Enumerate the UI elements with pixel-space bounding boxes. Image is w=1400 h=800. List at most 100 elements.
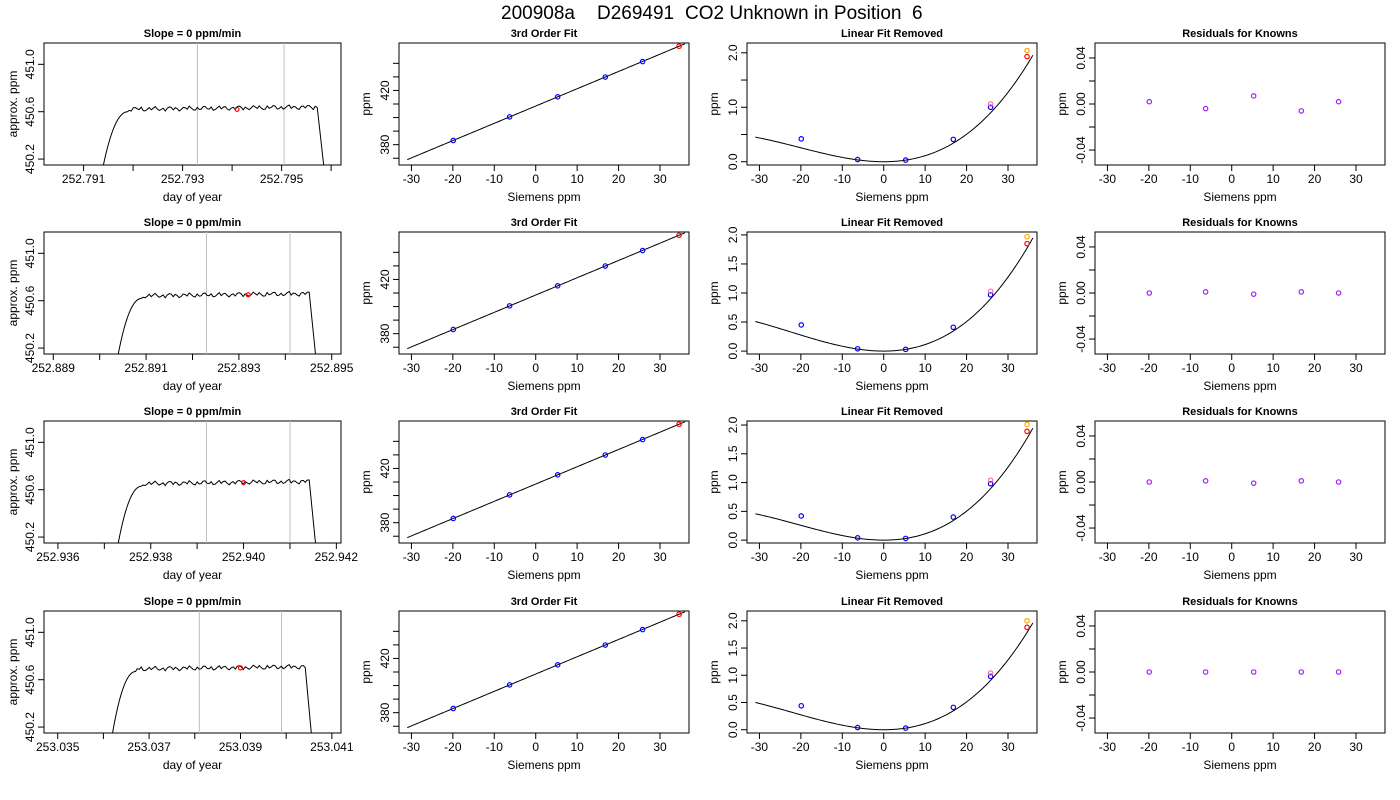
x-tick-label: 30 (653, 361, 667, 375)
plot-area (117, 290, 316, 354)
data-point (676, 43, 682, 50)
data-point (1146, 669, 1153, 675)
x-tick-label: -30 (1099, 361, 1117, 375)
y-axis-label: approx. ppm (6, 71, 20, 138)
x-axis-label: Siemens ppm (1203, 379, 1276, 393)
fit-curve (755, 55, 1034, 163)
y-axis-label: ppm (707, 660, 721, 683)
x-tick-label: -20 (1140, 361, 1158, 375)
x-tick-label: 10 (1266, 172, 1280, 186)
x-tick-label: 30 (653, 740, 667, 754)
data-point (987, 480, 994, 487)
x-tick-label: -30 (403, 361, 421, 375)
panel-title: Slope = 0 ppm/min (144, 28, 242, 40)
x-tick-label: 0 (532, 550, 539, 564)
data-point (1202, 289, 1209, 295)
data-point (602, 74, 609, 80)
y-tick-label: 0.5 (726, 313, 740, 330)
fit-curve (407, 611, 686, 729)
y-tick-label: 0.0 (726, 531, 740, 548)
concentration-trace (117, 478, 316, 543)
plot-area (755, 233, 1034, 353)
data-point (1250, 480, 1257, 486)
x-tick-label: 10 (570, 550, 584, 564)
plot-area (1146, 289, 1342, 297)
x-tick-label: -20 (1140, 172, 1158, 186)
x-tick-label: -30 (403, 172, 421, 186)
data-point (950, 136, 957, 143)
y-tick-label: 2.0 (726, 226, 740, 243)
data-point (987, 673, 994, 680)
y-tick-label: 420 (378, 80, 392, 100)
x-tick-label: -30 (751, 361, 769, 375)
x-tick-label: 30 (1349, 361, 1363, 375)
y-tick-label: 420 (378, 458, 392, 478)
x-tick-label: -30 (1099, 740, 1117, 754)
data-point (554, 283, 561, 289)
fit-curve (407, 421, 686, 539)
data-point (676, 611, 682, 618)
y-tick-label: 451.0 (23, 427, 37, 457)
x-tick-label: 252.895 (310, 361, 354, 375)
data-point (676, 421, 682, 428)
time-series-4-panel: Slope = 0 ppm/min 253.035 253.037 253.039 25… (6, 596, 354, 772)
x-tick-label: 30 (1001, 361, 1015, 375)
data-point (1298, 108, 1305, 114)
data-point (1024, 240, 1030, 247)
x-tick-label: -10 (834, 740, 852, 754)
x-tick-label: 0 (880, 550, 887, 564)
y-axis-label: ppm (1055, 470, 1069, 493)
panel-title: Slope = 0 ppm/min (144, 217, 242, 229)
x-tick-label: 10 (918, 172, 932, 186)
x-tick-label: 0 (880, 361, 887, 375)
plot-frame (746, 420, 1038, 544)
y-tick-label: 450.6 (23, 285, 37, 315)
y-tick-label: 420 (378, 269, 392, 289)
x-tick-label: 10 (570, 740, 584, 754)
data-point (987, 101, 994, 107)
y-tick-label: -0.04 (1074, 704, 1088, 732)
y-axis-label: ppm (359, 470, 373, 493)
y-tick-label: 450.2 (23, 522, 37, 552)
x-tick-label: -30 (751, 740, 769, 754)
y-tick-label: -0.04 (1074, 514, 1088, 542)
x-axis-label: Siemens ppm (855, 379, 928, 393)
y-tick-label: 380 (378, 702, 392, 722)
time-series-1-panel: Slope = 0 ppm/min 252.791 252.793 252.795 da… (6, 28, 342, 204)
data-point (950, 514, 957, 520)
x-tick-label: -10 (1182, 550, 1200, 564)
x-tick-label: -10 (486, 361, 504, 375)
y-axis-label: ppm (359, 281, 373, 304)
data-point (987, 104, 994, 111)
linear-removed-4-panel: Linear Fit Removed -30 -20 -10 0 10 20 30 Siemen… (707, 596, 1038, 772)
x-tick-label: -20 (444, 172, 462, 186)
data-point (798, 702, 805, 709)
plot-area (407, 611, 686, 729)
fit-curve (407, 232, 686, 350)
page-title: 200908a D269491 CO2 Unknown in Position … (0, 0, 1400, 26)
data-point (902, 535, 909, 542)
plot-frame (1094, 231, 1386, 355)
y-tick-label: 451.0 (23, 617, 37, 647)
fit-curve (407, 43, 686, 161)
plot-frame (398, 42, 690, 166)
data-point (902, 157, 909, 163)
data-point (1024, 53, 1030, 60)
x-tick-label: 10 (570, 361, 584, 375)
data-point (602, 642, 609, 648)
time-series-3-panel: Slope = 0 ppm/min 252.936 252.938 252.940 25… (6, 406, 358, 582)
y-tick-label: 0.5 (726, 503, 740, 520)
x-tick-label: 252.791 (62, 172, 106, 186)
data-point (450, 705, 457, 712)
x-tick-label: 252.893 (217, 361, 261, 375)
x-tick-label: 20 (1308, 740, 1322, 754)
concentration-trace (102, 104, 325, 165)
x-tick-label: 20 (960, 740, 974, 754)
plot-frame (398, 420, 690, 544)
x-tick-label: 0 (1228, 361, 1235, 375)
y-axis-label: ppm (707, 92, 721, 115)
plot-frame (746, 42, 1038, 166)
x-tick-label: 20 (612, 550, 626, 564)
panel-title: 3rd Order Fit (511, 217, 578, 229)
panel-title: Residuals for Knowns (1182, 28, 1298, 40)
